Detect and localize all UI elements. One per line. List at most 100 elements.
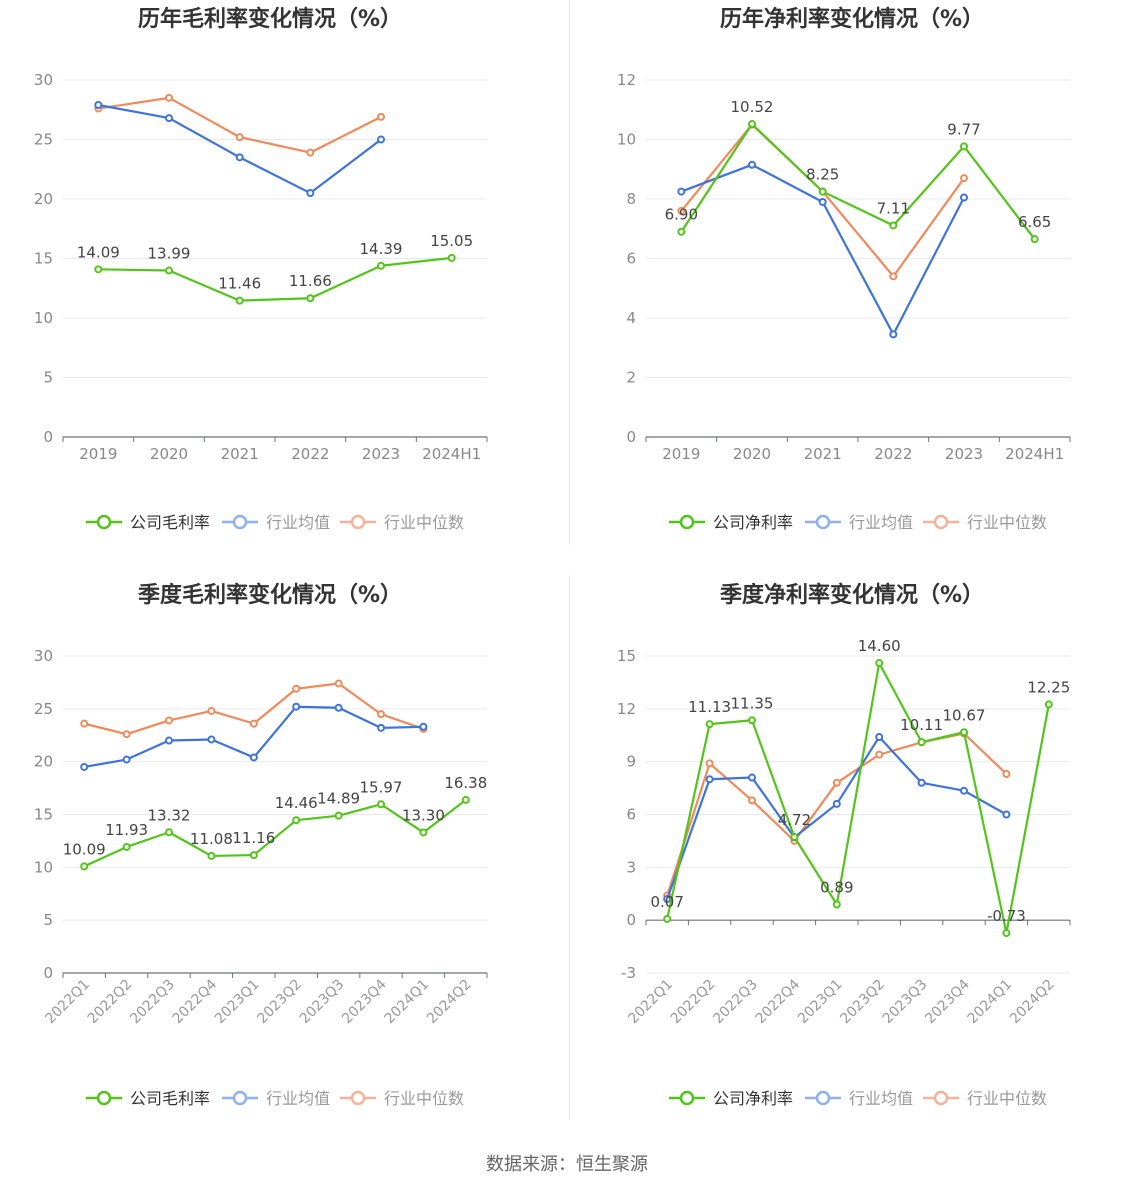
data-point xyxy=(1002,769,1011,778)
data-label: 14.46 xyxy=(275,794,318,812)
data-point xyxy=(292,816,301,825)
y-tick-label: 25 xyxy=(34,700,53,718)
data-label: 0.89 xyxy=(820,878,853,896)
data-point xyxy=(94,265,103,274)
x-tick-label: 2021 xyxy=(221,445,259,463)
data-label: 11.16 xyxy=(232,829,275,847)
data-label: 15.05 xyxy=(430,232,473,250)
data-point xyxy=(235,153,244,162)
legend-marker xyxy=(679,1090,695,1106)
y-tick-label: 12 xyxy=(617,71,636,89)
data-point xyxy=(306,189,315,198)
legend-label: 行业均值 xyxy=(266,513,330,532)
data-point xyxy=(377,261,385,270)
legend: 公司毛利率 行业均值 行业中位数 xyxy=(86,1089,464,1108)
data-label: 14.39 xyxy=(360,240,403,258)
data-label: 13.30 xyxy=(402,806,445,824)
y-tick-label: 6 xyxy=(626,250,636,268)
legend-label: 行业中位数 xyxy=(967,1089,1047,1108)
chart-2: 历年净利率变化情况（%） 0 2 4 6 8 10 12 2019 2020 2021 2022 202… xyxy=(617,6,1071,532)
legend-label: 公司毛利率 xyxy=(130,513,210,532)
legend: 公司毛利率 行业均值 行业中位数 xyxy=(86,513,464,532)
data-point xyxy=(960,193,968,202)
data-point xyxy=(875,750,884,759)
y-tick-label: 4 xyxy=(626,309,636,327)
data-point xyxy=(122,842,131,851)
x-tick-label: 2022Q3 xyxy=(710,977,761,1028)
data-point xyxy=(889,272,898,281)
x-tick-label: 2022Q2 xyxy=(85,977,136,1028)
chart-title: 历年净利率变化情况（%） xyxy=(720,6,984,32)
series-avg xyxy=(677,160,968,339)
y-tick-label: 30 xyxy=(34,647,53,665)
legend: 公司净利率 行业均值 行业中位数 xyxy=(669,513,1047,532)
data-label: 13.32 xyxy=(148,806,191,824)
data-point xyxy=(875,659,884,668)
data-point xyxy=(235,296,244,305)
x-tick-label: 2022Q1 xyxy=(42,977,93,1028)
data-point xyxy=(122,755,131,764)
data-label: 6.65 xyxy=(1018,213,1051,231)
data-point xyxy=(818,197,827,206)
x-tick-label: 2022Q4 xyxy=(170,976,221,1027)
data-label: 11.13 xyxy=(688,698,731,716)
y-tick-label: 5 xyxy=(43,911,53,929)
vertical-divider-bottom xyxy=(569,575,570,1120)
data-label: 11.35 xyxy=(731,694,774,712)
data-label: 10.09 xyxy=(63,840,106,858)
data-label: 7.11 xyxy=(877,199,910,217)
y-tick-label: 0 xyxy=(626,911,636,929)
data-label: 4.72 xyxy=(778,811,811,829)
y-tick-label: -3 xyxy=(621,964,636,982)
legend-label: 行业均值 xyxy=(849,513,913,532)
data-point xyxy=(748,716,756,725)
x-tick-label: 2023Q3 xyxy=(880,977,931,1028)
data-label: 13.99 xyxy=(148,245,191,263)
x-tick-label: 2021 xyxy=(804,445,842,463)
data-point xyxy=(790,833,799,842)
data-point xyxy=(677,187,686,196)
data-point xyxy=(235,133,244,142)
data-point xyxy=(917,738,926,747)
data-point xyxy=(705,720,714,729)
x-tick-label: 2024Q1 xyxy=(965,977,1016,1028)
data-point xyxy=(1030,235,1039,244)
legend-marker xyxy=(350,1090,366,1106)
data-point xyxy=(377,112,385,121)
x-tick-label: 2023Q2 xyxy=(254,977,305,1028)
legend-label: 行业中位数 xyxy=(967,513,1047,532)
data-point xyxy=(748,796,756,805)
legend-label: 行业均值 xyxy=(849,1089,913,1108)
y-tick-label: 8 xyxy=(626,190,636,208)
data-point xyxy=(1044,700,1053,709)
data-label: -0.73 xyxy=(987,907,1026,925)
y-tick-label: 20 xyxy=(34,190,53,208)
data-point xyxy=(419,722,428,731)
x-tick-label: 2022 xyxy=(291,445,329,463)
series-company xyxy=(94,253,456,305)
chart-3: 季度毛利率变化情况（%）0510152025302022Q12022Q22022… xyxy=(34,582,488,1108)
y-tick-label: 25 xyxy=(34,131,53,149)
y-tick-label: 6 xyxy=(626,806,636,824)
data-point xyxy=(306,148,315,157)
series-median xyxy=(80,679,428,739)
y-tick-label: 20 xyxy=(34,753,53,771)
x-tick-label: 2023Q1 xyxy=(212,977,263,1028)
data-point xyxy=(80,719,89,728)
chart-title: 历年毛利率变化情况（%） xyxy=(138,6,402,32)
data-point xyxy=(207,735,216,744)
x-tick-label: 2023 xyxy=(362,445,400,463)
legend-marker xyxy=(232,1090,248,1106)
data-point xyxy=(1002,929,1011,938)
data-point xyxy=(249,753,258,762)
data-label: 0.07 xyxy=(650,893,683,911)
y-tick-label: 30 xyxy=(34,71,53,89)
data-point xyxy=(818,187,827,196)
data-point xyxy=(377,800,385,809)
data-label: 11.08 xyxy=(190,830,233,848)
data-point xyxy=(165,828,173,837)
x-tick-label: 2022Q4 xyxy=(753,976,804,1027)
data-label: 14.89 xyxy=(317,790,360,808)
x-tick-label: 2023 xyxy=(945,445,983,463)
series-avg xyxy=(80,702,428,771)
